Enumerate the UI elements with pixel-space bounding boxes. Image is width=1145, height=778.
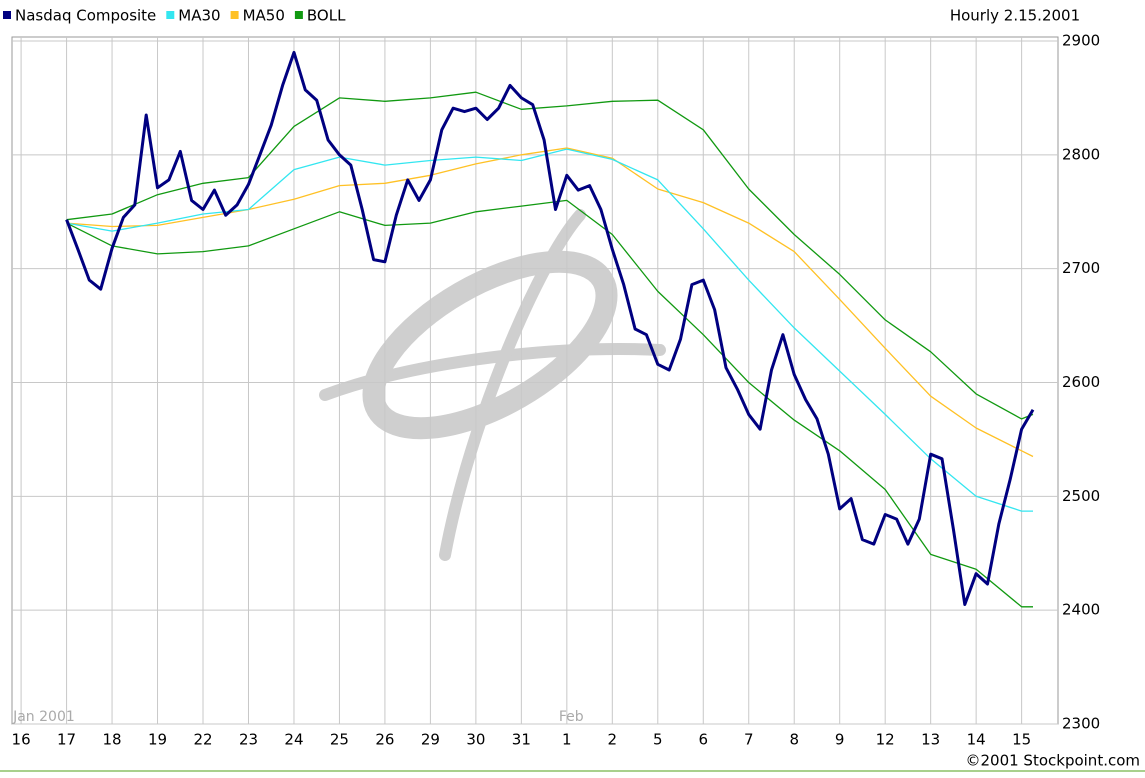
x-tick-label: 8: [789, 731, 799, 749]
x-tick-label: 31: [512, 731, 531, 749]
x-tick-label: 15: [1012, 731, 1031, 749]
y-tick-label: 2400: [1062, 601, 1100, 619]
x-tick-label: 16: [12, 731, 31, 749]
y-tick-label: 2300: [1062, 715, 1100, 733]
x-tick-label: 5: [653, 731, 663, 749]
y-tick-label: 2800: [1062, 145, 1100, 163]
series-line: [65, 50, 1035, 606]
series-line: [66, 91, 1034, 420]
series-line: [66, 199, 1033, 608]
y-tick-label: 2700: [1062, 259, 1100, 277]
legend-swatch: [3, 11, 11, 19]
legend-swatch: [294, 11, 303, 19]
x-tick-label: 24: [284, 731, 303, 749]
y-tick-label: 2500: [1062, 487, 1100, 505]
x-tick-label: 23: [239, 731, 258, 749]
legend-label: MA30: [178, 7, 220, 25]
chart-subtitle: Hourly 2.15.2001: [950, 7, 1080, 25]
y-tick-label: 2600: [1062, 373, 1100, 391]
x-tick-label: 26: [375, 731, 394, 749]
x-tick-label: 25: [330, 731, 349, 749]
series-line: [66, 147, 1034, 458]
legend-label: MA50: [243, 7, 285, 25]
credit: ©2001 Stockpoint.com: [965, 752, 1140, 770]
x-tick-label: 12: [876, 731, 895, 749]
x-tick-label: 1: [562, 731, 572, 749]
legend-label: BOLL: [307, 7, 346, 25]
x-tick-label: 29: [421, 731, 440, 749]
x-tick-label: 6: [698, 731, 708, 749]
watermark: [319, 209, 666, 561]
x-tick-label: 18: [103, 731, 122, 749]
legend-swatch: [166, 11, 175, 19]
x-tick-label: 14: [967, 731, 986, 749]
legend-label: Nasdaq Composite: [15, 7, 156, 25]
x-tick-label: 7: [744, 731, 754, 749]
period-label: Jan 2001: [12, 709, 75, 725]
x-tick-label: 22: [193, 731, 212, 749]
x-tick-label: 30: [466, 731, 485, 749]
x-tick-label: 17: [57, 731, 76, 749]
x-tick-label: 9: [835, 731, 845, 749]
y-tick-label: 2900: [1062, 32, 1100, 50]
x-tick-label: 13: [921, 731, 940, 749]
x-tick-label: 2: [608, 731, 618, 749]
x-tick-label: 19: [148, 731, 167, 749]
legend-swatch: [230, 11, 239, 19]
series-line: [66, 148, 1033, 512]
period-label: Feb: [559, 709, 584, 725]
